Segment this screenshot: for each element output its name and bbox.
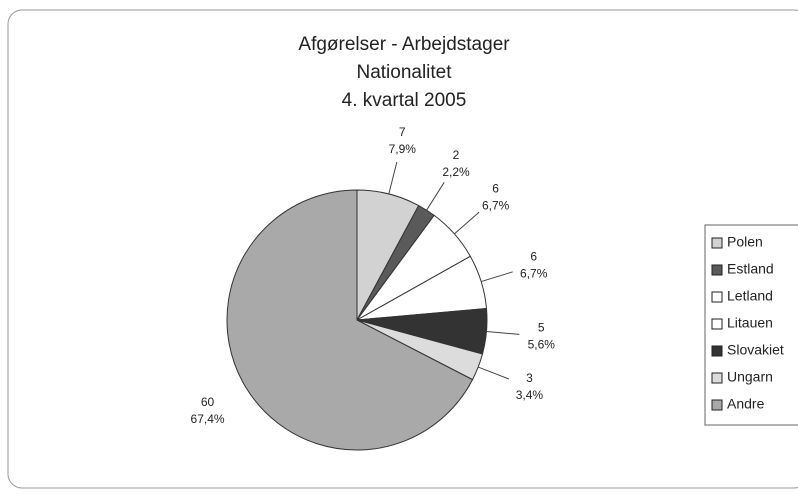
percent-label: 6,7% xyxy=(482,199,510,213)
legend-swatch xyxy=(711,291,723,303)
percent-label: 5,6% xyxy=(528,337,556,351)
legend-label: Letland xyxy=(727,288,773,304)
legend-swatch xyxy=(711,264,723,276)
legend-swatch xyxy=(711,318,723,330)
percent-label: 6,7% xyxy=(520,266,548,280)
legend-label: Polen xyxy=(727,234,763,250)
leader-line xyxy=(388,161,398,195)
leader-line xyxy=(477,366,510,380)
legend-label: Slovakiet xyxy=(727,342,784,358)
percent-label: 2,2% xyxy=(442,165,470,179)
data-label: 6 xyxy=(492,182,499,196)
pie-slice xyxy=(226,189,474,451)
chart-title: 4. kvartal 2005 xyxy=(342,90,467,111)
legend-swatch xyxy=(711,237,723,249)
leader-line xyxy=(481,271,513,283)
legend-label: Andre xyxy=(727,396,765,412)
chart-title: Nationalitet xyxy=(356,62,452,83)
percent-label: 67,4% xyxy=(191,412,225,426)
data-label: 2 xyxy=(453,148,460,162)
legend-swatch xyxy=(711,399,723,411)
percent-label: 7,9% xyxy=(389,142,417,156)
leader-line xyxy=(454,211,480,235)
data-label: 6 xyxy=(530,249,537,263)
chart-title: Afgørelser - Arbejdstager xyxy=(298,34,510,55)
legend-label: Litauen xyxy=(727,315,773,331)
leader-line xyxy=(486,330,520,335)
leader-line xyxy=(426,182,445,211)
percent-label: 3,4% xyxy=(516,388,544,402)
legend-label: Ungarn xyxy=(727,369,773,385)
legend-label: Estland xyxy=(727,261,774,277)
data-label: 7 xyxy=(399,125,406,139)
data-label: 5 xyxy=(538,320,545,334)
data-label: 3 xyxy=(526,371,533,385)
legend-swatch xyxy=(711,372,723,384)
data-label: 60 xyxy=(201,395,215,409)
legend-swatch xyxy=(711,345,723,357)
